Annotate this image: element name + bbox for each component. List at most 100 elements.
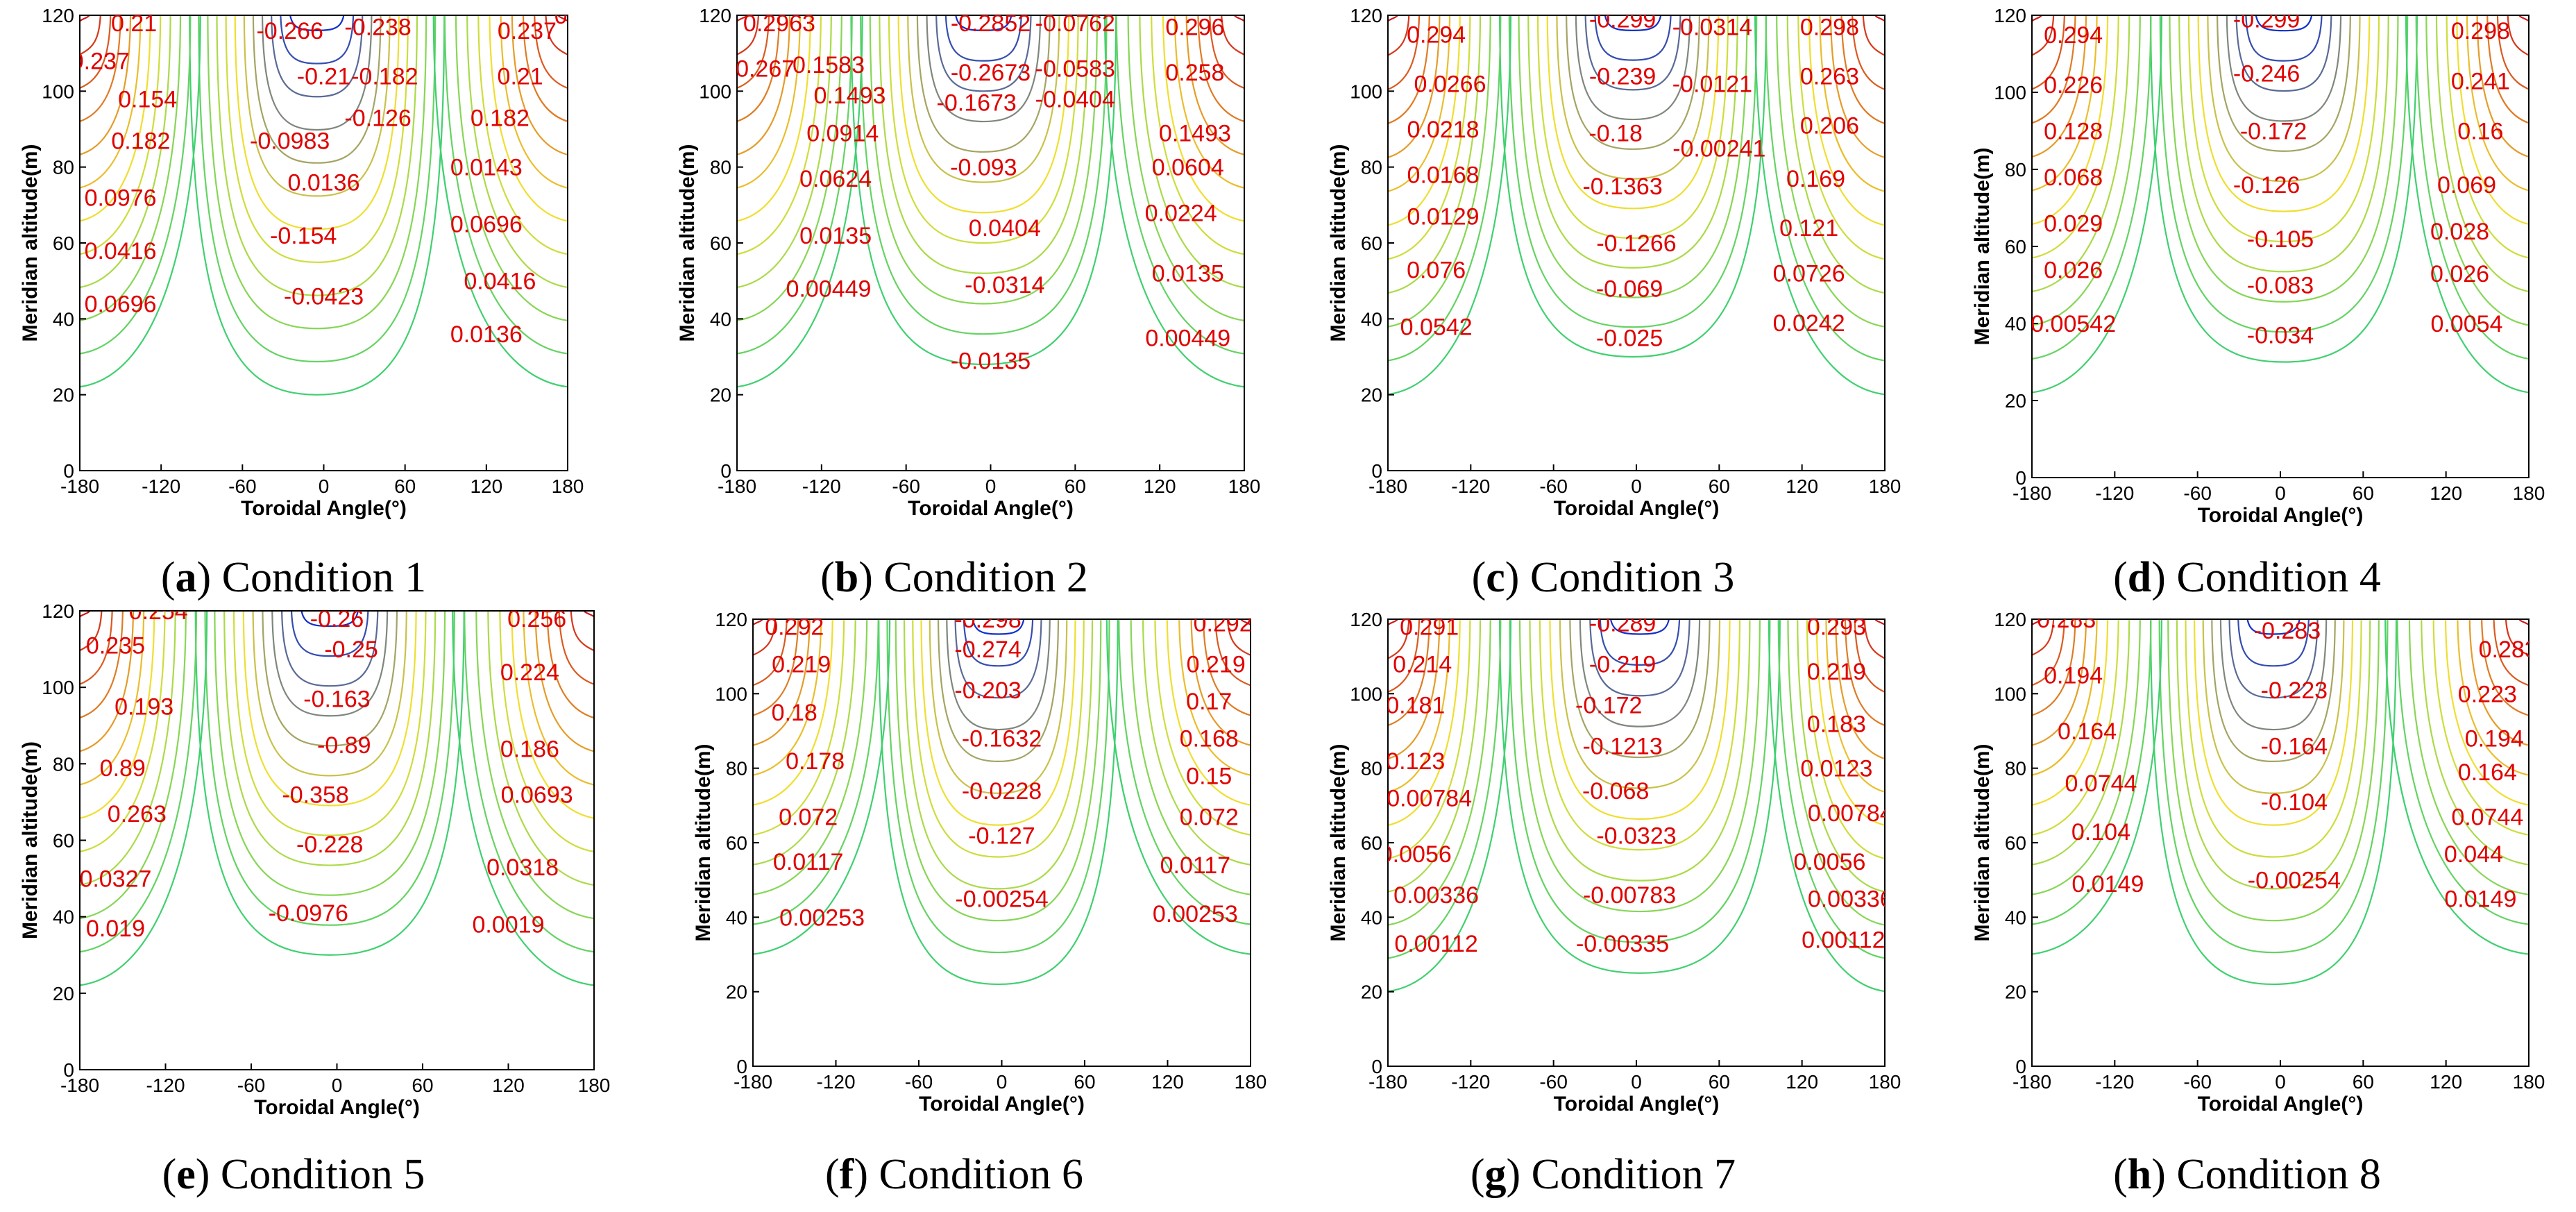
contour-line (886, 619, 1110, 954)
contour-line (1797, 619, 1885, 893)
caption-title: Condition 8 (2176, 1151, 2381, 1198)
contour-line (2207, 15, 2361, 183)
contour-label: 0.0136 (288, 170, 360, 196)
contour-line (753, 619, 777, 656)
contour-line (546, 611, 594, 719)
contour-line (2032, 619, 2162, 955)
contour-line (1518, 15, 1748, 298)
contour-line (1388, 15, 1482, 294)
contour-label: 0.068 (2044, 165, 2103, 191)
y-tick-label: 100 (1350, 81, 1382, 102)
contour-label: 0.00449 (1145, 326, 1230, 352)
contour-label: 0.283 (2479, 637, 2538, 663)
x-tick-label: -120 (1451, 475, 1490, 497)
contour-line (1589, 619, 1690, 697)
contour-line (214, 611, 446, 896)
contour-line (2468, 619, 2529, 746)
contour-line (2245, 15, 2323, 62)
contour-label: -0.358 (282, 782, 348, 808)
contour-label: 0.235 (86, 633, 145, 659)
contour-line (753, 619, 788, 687)
contour-line (2226, 15, 2342, 122)
panel-caption: (g) Condition 7 (1471, 1151, 1736, 1198)
y-tick-label: 0 (2015, 1056, 2026, 1077)
contour-line (1862, 15, 1885, 56)
contour-line (1388, 619, 1421, 693)
x-tick-label: -60 (892, 475, 920, 497)
contour-label: -0.89 (317, 732, 371, 759)
y-tick-label: 100 (1350, 683, 1382, 705)
contour-line (888, 15, 1079, 244)
contour-line (1808, 15, 1885, 226)
contour-line (1162, 15, 1244, 222)
contour-line (80, 611, 187, 920)
contour-label: 0.0604 (1152, 155, 1224, 181)
contour-lines (2032, 619, 2529, 986)
contour-line (737, 15, 781, 122)
x-tick-label: 120 (1151, 1071, 1184, 1093)
contour-label: 0.0117 (773, 849, 843, 875)
contour-line (2415, 15, 2529, 360)
contour-label: 0.214 (1393, 651, 1452, 677)
caption-letter: b (835, 554, 858, 601)
contour-label: -0.083 (2247, 273, 2314, 299)
y-tick-label: 40 (2005, 907, 2026, 928)
contour-label: 0.00112 (1802, 927, 1885, 954)
y-tick-label: 80 (53, 157, 74, 178)
contour-label: 0.263 (108, 801, 167, 827)
y-axis-title: Meridian altitude(m) (19, 741, 42, 939)
y-tick-label: 20 (1361, 385, 1382, 406)
contour-label: -0.299 (2233, 7, 2300, 33)
contour-label: 0.237 (71, 49, 130, 75)
contour-line (1765, 15, 1885, 362)
contour-label: -0.0976 (269, 900, 348, 927)
contour-label: 0.164 (2058, 718, 2117, 745)
y-tick-label: 80 (710, 157, 731, 178)
contour-line (912, 619, 1085, 858)
contour-line (972, 619, 1025, 635)
x-tick-label: 0 (2275, 1071, 2286, 1093)
contour-lines (1388, 15, 1885, 396)
contour-label: -0.0314 (1672, 14, 1752, 40)
contour-line (1874, 15, 1885, 22)
x-tick-label: 120 (2430, 1071, 2462, 1093)
contour-line (2032, 15, 2087, 158)
contour-line (1226, 619, 1251, 657)
x-axis-title: Toroidal Angle(°) (241, 497, 407, 520)
contour-label: 0.283 (2037, 607, 2096, 633)
y-tick-label: 60 (726, 832, 747, 854)
panel-caption: (h) Condition 8 (2113, 1151, 2381, 1198)
contour-line (2444, 619, 2529, 806)
x-tick-label: -120 (146, 1075, 185, 1096)
contour-line (926, 15, 1042, 123)
y-axis-title: Meridian altitude(m) (676, 144, 699, 342)
contour-line (2032, 15, 2119, 259)
contour-line (2032, 15, 2162, 394)
y-tick-label: 60 (710, 233, 731, 254)
x-tick-label: -60 (237, 1075, 265, 1096)
contour-label: 0.267 (736, 56, 795, 83)
y-tick-label: 0 (63, 460, 74, 482)
contour-line (583, 611, 594, 618)
contour-label: 0.0624 (799, 166, 872, 192)
panel-d: -180 -120 -60 0 60 120 180 0 20 40 60 80 100 120 Toroi… (1971, 5, 2545, 601)
contour-lines (737, 15, 1244, 388)
contour-line (1556, 15, 1710, 180)
contour-label: 0.193 (115, 694, 173, 721)
contour-line (1575, 15, 1691, 121)
contour-label: 0.16 (2457, 119, 2503, 145)
y-tick-label: 80 (726, 758, 747, 780)
x-tick-label: 0 (985, 475, 997, 497)
contour-line (2496, 15, 2529, 90)
contour-line (1584, 15, 1681, 91)
contour-line (1233, 15, 1244, 22)
contour-line (1166, 619, 1251, 806)
contour-label: 0.0416 (464, 269, 536, 295)
contour-labels: 0.254 0.235 0.193 0.89 0.263 0.0327 0.019 -0.26… (80, 611, 573, 942)
contour-label: 0.241 (2451, 68, 2510, 94)
x-tick-label: -120 (2095, 482, 2134, 504)
x-tick-label: -120 (816, 1071, 855, 1093)
contour-line (2446, 15, 2529, 259)
contour-label: 0.89 (100, 755, 146, 782)
contour-line (1115, 15, 1244, 355)
